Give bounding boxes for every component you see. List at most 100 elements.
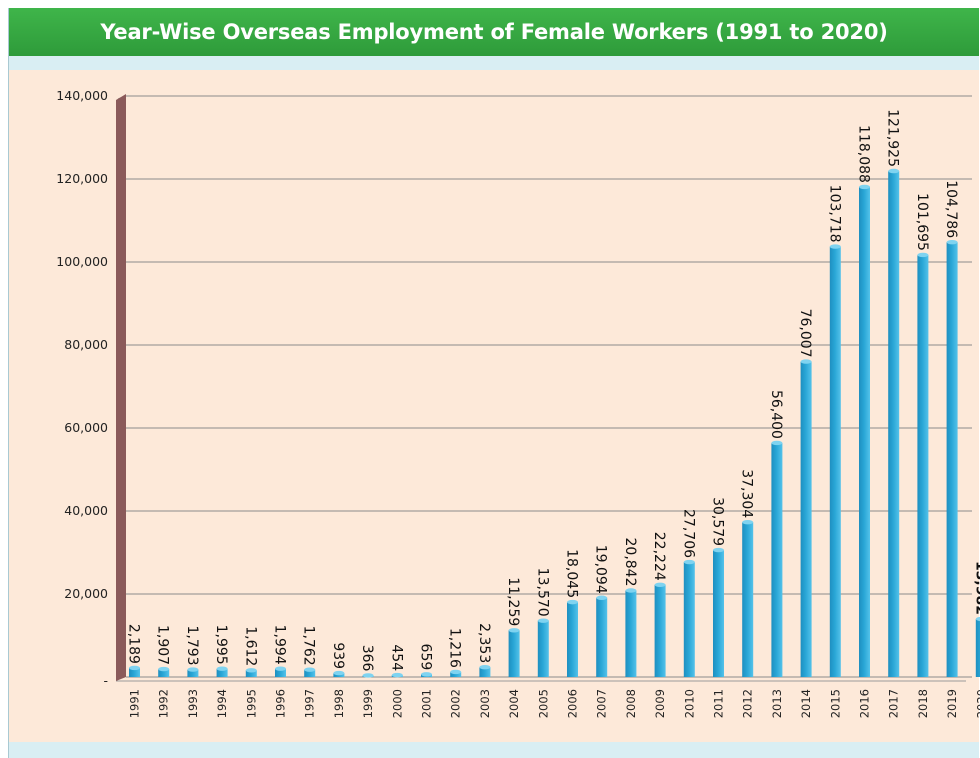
bar	[187, 669, 199, 677]
data-label: 2,353	[476, 623, 492, 663]
x-tick-label: 2004	[507, 689, 521, 718]
bar-cap	[391, 672, 403, 678]
y-tick-label: 120,000	[56, 171, 108, 186]
data-label: 13,570	[534, 568, 550, 617]
bar-cap	[158, 666, 170, 672]
bar	[245, 670, 257, 677]
bar-cap	[275, 666, 286, 671]
x-tick-label: 2016	[858, 689, 872, 718]
bar	[683, 562, 695, 677]
bar	[567, 602, 578, 677]
data-label: 19,094	[593, 545, 609, 594]
x-tick-label: 2015	[828, 689, 842, 718]
x-tick-label: 1995	[244, 689, 258, 718]
bar	[888, 171, 900, 678]
data-label: 103,718	[826, 185, 842, 243]
bar	[917, 254, 929, 677]
y-tick-label: 20,000	[64, 586, 108, 601]
bar-cap	[888, 168, 900, 174]
bar-cap	[245, 668, 257, 673]
y-tick-label: 140,000	[56, 88, 108, 103]
data-label: 30,579	[710, 497, 726, 546]
y-tick-label: 60,000	[64, 420, 108, 435]
data-label: 11,259	[505, 577, 521, 626]
data-label: 366	[359, 645, 375, 672]
x-tick-label: 1992	[157, 689, 171, 718]
x-tick-label: 1999	[361, 689, 375, 718]
data-label: 104,786	[943, 180, 959, 238]
data-label: 939	[330, 642, 346, 669]
data-label: 101,695	[914, 193, 930, 251]
x-tick-label: 2005	[536, 689, 550, 718]
bar	[771, 442, 783, 677]
x-tick-label: 2007	[595, 689, 609, 718]
data-label: 659	[418, 644, 434, 671]
bar	[158, 669, 170, 677]
x-tick-label: 2002	[449, 689, 463, 718]
bar	[304, 669, 316, 677]
bar-cap	[479, 665, 491, 670]
data-label: 1,907	[155, 625, 171, 665]
bar	[654, 584, 666, 677]
x-tick-label: 2001	[420, 689, 434, 718]
x-tick-label: 2012	[741, 689, 755, 718]
bar-cap	[800, 359, 812, 364]
x-tick-label: 1993	[186, 689, 200, 718]
bar	[975, 618, 980, 677]
x-tick-label: 2006	[566, 689, 580, 718]
bar	[129, 667, 140, 677]
bar	[537, 620, 549, 677]
x-tick-label: 2014	[799, 689, 813, 718]
bar	[713, 550, 724, 677]
data-label: 1,994	[272, 625, 288, 665]
data-label: 1,995	[213, 625, 229, 665]
bar	[829, 246, 841, 677]
bar-cap	[508, 628, 520, 633]
data-label: 37,304	[739, 469, 755, 518]
data-label: 56,400	[768, 390, 784, 439]
data-label: 20,842	[622, 538, 638, 587]
bar	[859, 186, 870, 677]
y-axis-wall	[116, 94, 126, 681]
bar-cap	[771, 440, 783, 446]
bar-cap	[975, 616, 980, 622]
bar	[946, 242, 958, 677]
x-tick-label: 2020	[974, 689, 980, 718]
bar	[479, 667, 491, 677]
bar-cap	[917, 252, 929, 258]
x-tick-label: 2000	[390, 689, 404, 718]
data-label: 76,007	[797, 309, 813, 358]
bar-cap	[421, 672, 432, 677]
x-tick-label: 2011	[712, 689, 726, 718]
bar-cap	[859, 184, 870, 190]
x-tick-label: 2003	[478, 689, 492, 718]
bar-cap	[129, 665, 140, 671]
y-tick-label: 40,000	[64, 503, 108, 518]
x-tick-label: 2010	[682, 689, 696, 718]
data-label: 121,925	[885, 109, 901, 167]
y-axis-ticks: - 20,000 40,000 60,000 80,000 100,000 120,000 1…	[56, 88, 108, 688]
data-label: 1,216	[447, 628, 463, 668]
bar	[742, 522, 754, 677]
x-axis-ticks: 1991 1992 1993 1994 1995 1996 1997 1998 1999 2000…	[128, 689, 980, 718]
x-tick-label: 1994	[215, 689, 229, 718]
bar-cap	[596, 595, 608, 600]
bar	[596, 597, 608, 677]
bar	[800, 361, 812, 677]
plot-area-background	[9, 70, 979, 742]
data-labels: 2,189 1,907 1,793 1,995 1,612 1,994 1,762 939 36…	[126, 109, 980, 671]
bar	[625, 590, 637, 677]
data-label: 2,189	[126, 624, 142, 664]
bar	[216, 668, 228, 677]
data-label: 1,762	[301, 626, 317, 666]
bar-cap	[333, 670, 345, 676]
bar-cap	[625, 588, 637, 593]
axis-wall-panel	[116, 94, 126, 681]
bar	[275, 668, 286, 677]
bar	[450, 671, 462, 677]
bar-cap	[187, 667, 199, 672]
bar-cap	[362, 673, 374, 678]
x-tick-label: 1998	[332, 689, 346, 718]
chart-frame: Year-Wise Overseas Employment of Female …	[8, 8, 979, 758]
x-tick-label: 2019	[945, 689, 959, 718]
